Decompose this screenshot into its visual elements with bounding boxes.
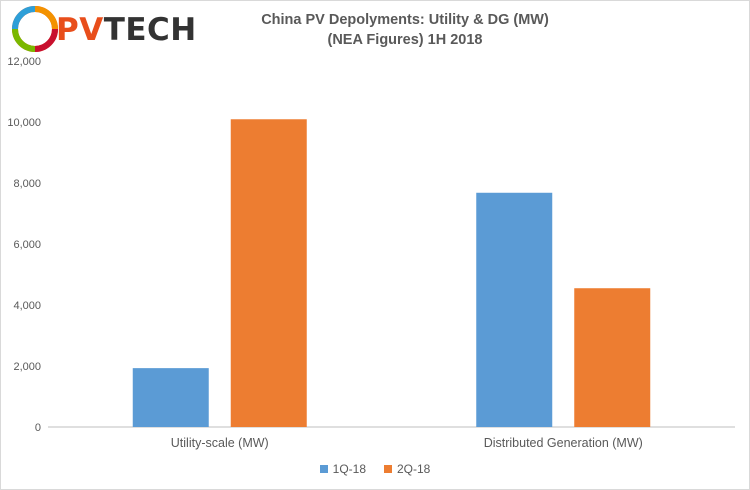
pvtech-logo-icon [12, 6, 58, 52]
y-tick-label: 12,000 [7, 56, 41, 68]
legend-swatch [384, 465, 392, 473]
legend-item: 1Q-18 [319, 462, 366, 476]
chart-title: China PV Depolyments: Utility & DG (MW) [261, 12, 549, 28]
pvtech-logo-text: PVTECH [56, 12, 197, 48]
y-tick-label: 8,000 [13, 178, 41, 190]
bar-2q-18-0 [230, 119, 307, 427]
legend-label: 2Q-18 [397, 462, 431, 476]
y-tick-label: 0 [35, 422, 41, 434]
y-tick-label: 2,000 [13, 361, 41, 373]
legend-label: 1Q-18 [332, 462, 366, 476]
bar-1q-18-0 [132, 368, 209, 427]
y-tick-label: 4,000 [13, 300, 41, 312]
y-tick-label: 10,000 [7, 117, 41, 129]
bar-2q-18-1 [574, 288, 651, 427]
chart-subtitle: (NEA Figures) 1H 2018 [327, 32, 483, 48]
y-tick-label: 6,000 [13, 239, 41, 251]
chart-legend: 1Q-18 2Q-18 [0, 462, 750, 476]
legend-item: 2Q-18 [384, 462, 430, 476]
legend-swatch [319, 465, 328, 473]
bar-1q-18-1 [476, 192, 553, 427]
x-category-label: Utility-scale (MW) [171, 436, 269, 450]
pvtech-logo: PVTECH [12, 5, 197, 53]
x-category-label: Distributed Generation (MW) [484, 436, 643, 450]
